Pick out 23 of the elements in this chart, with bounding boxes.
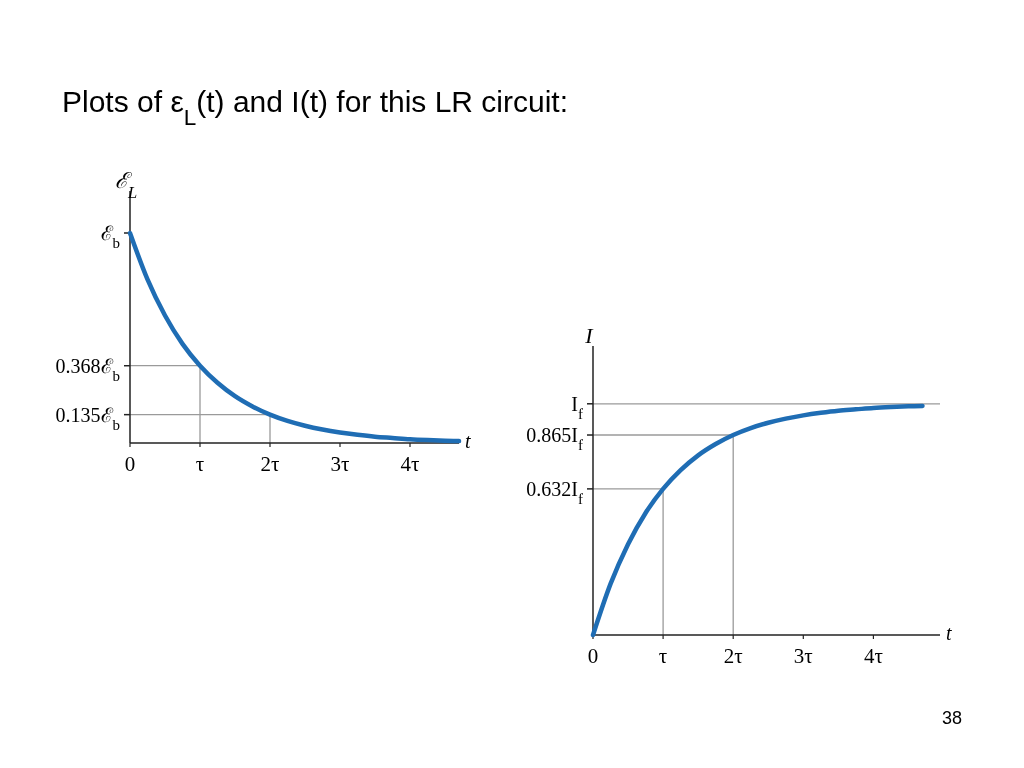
- x-tick-label: 4τ: [400, 452, 420, 476]
- chart-title: Plots of ε$_{L}$(t) and I(t) for this LR circuit:: [62, 85, 569, 130]
- y-tick-label: 0.368ℰ$_{b}$: [55, 354, 120, 384]
- y-tick-label: 0.135ℰ$_{b}$: [55, 403, 120, 433]
- x-axis-title: t: [465, 430, 471, 452]
- x-tick-label: 0: [124, 452, 136, 476]
- x-tick-label: 0: [587, 644, 599, 668]
- x-tick-label: 2τ: [260, 452, 280, 476]
- x-tick-label: 3τ: [330, 452, 350, 476]
- y-tick-label: I$_{f}$: [571, 392, 583, 422]
- x-tick-label: τ: [658, 644, 668, 668]
- x-tick-label: τ: [195, 452, 205, 476]
- y-tick-label: 0.632I$_{f}$: [526, 477, 583, 507]
- line-series: [590, 403, 925, 638]
- text: 38: [941, 708, 962, 728]
- y-tick-label: 0.865I$_{f}$: [526, 424, 583, 454]
- x-tick-label: 2τ: [723, 644, 743, 668]
- y-axis-title: ℰ$_{L}$: [114, 168, 138, 202]
- x-tick-label: 4τ: [863, 644, 883, 668]
- x-axis-title: t: [946, 622, 952, 644]
- x-tick-label: 3τ: [793, 644, 813, 668]
- y-axis-title: I: [584, 323, 595, 348]
- y-tick-label: ℰ$_{b}$: [100, 222, 120, 251]
